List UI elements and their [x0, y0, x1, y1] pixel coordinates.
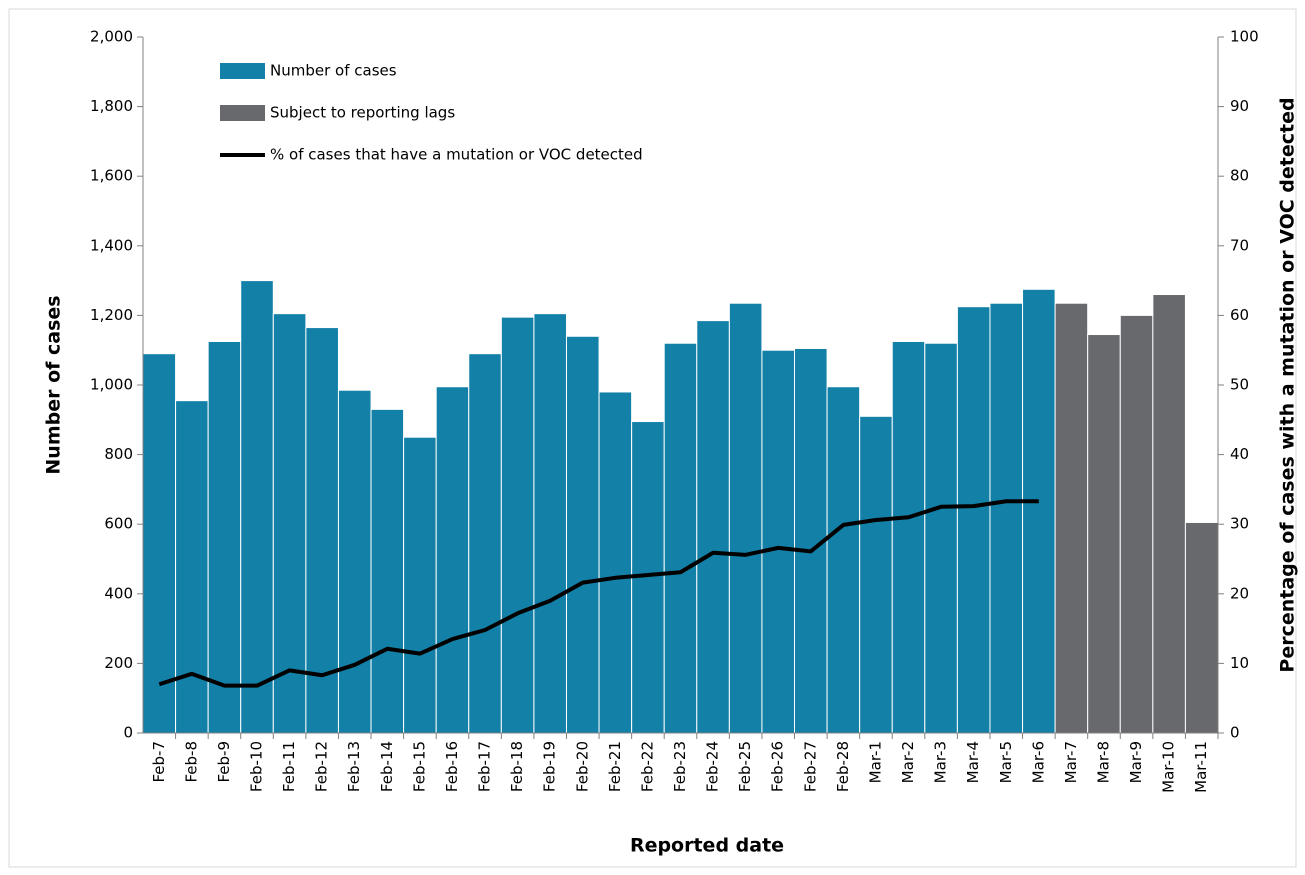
x-tick-label: Feb-28: [834, 741, 852, 792]
bar: [370, 408, 405, 734]
y-tick-label: 0: [123, 724, 133, 742]
x-axis-title: Reported date: [630, 835, 784, 857]
bar: [403, 436, 437, 734]
bar: [891, 341, 926, 734]
x-tick-label: Feb-21: [606, 741, 624, 792]
legend-label: Number of cases: [270, 62, 397, 80]
bar: [468, 353, 502, 734]
x-tick-label: Feb-8: [182, 741, 200, 783]
x-tick-label: Mar-3: [932, 741, 950, 783]
x-tick-label: Feb-13: [345, 741, 363, 792]
bar: [142, 353, 177, 734]
bar: [1054, 302, 1089, 734]
x-tick-label: Feb-24: [704, 741, 722, 792]
y2-tick-label: 90: [1230, 97, 1249, 115]
x-tick-label: Mar-5: [997, 741, 1015, 783]
bar: [826, 386, 861, 734]
y-tick-label: 1,800: [90, 97, 133, 115]
y2-tick-label: 10: [1230, 654, 1249, 672]
y-tick-label: 200: [104, 654, 133, 672]
x-tick-label: Mar-2: [899, 741, 917, 783]
bar: [533, 313, 567, 734]
y-tick-label: 400: [104, 584, 133, 602]
x-tick-label: Mar-6: [1029, 741, 1047, 783]
x-tick-label: Mar-7: [1062, 741, 1080, 783]
x-tick-label: Mar-11: [1192, 741, 1210, 793]
x-tick-label: Feb-26: [769, 741, 787, 792]
bar: [175, 400, 209, 734]
x-tick-label: Feb-25: [736, 741, 754, 792]
bar: [435, 386, 470, 734]
y2-tick-label: 60: [1230, 306, 1249, 324]
bar: [272, 313, 307, 734]
bar: [598, 391, 633, 734]
y2-tick-label: 30: [1230, 515, 1249, 533]
bar: [859, 415, 893, 734]
x-tick-label: Feb-17: [476, 741, 494, 792]
x-tick-label: Feb-23: [671, 741, 689, 792]
y2-tick-label: 50: [1230, 376, 1249, 394]
bar: [207, 341, 242, 734]
x-tick-label: Feb-19: [541, 741, 559, 792]
x-tick-label: Feb-22: [638, 741, 656, 792]
y2-tick-label: 20: [1230, 584, 1249, 602]
bar: [500, 316, 535, 734]
x-tick-label: Feb-12: [313, 741, 331, 792]
bar: [663, 342, 698, 734]
x-tick-label: Mar-9: [1127, 741, 1145, 783]
y2-tick-label: 100: [1230, 28, 1259, 46]
bar: [1022, 288, 1056, 734]
legend-swatch: [220, 63, 265, 79]
y2-tick-label: 40: [1230, 445, 1249, 463]
x-tick-label: Feb-10: [248, 741, 266, 792]
y-tick-label: 1,200: [90, 306, 133, 324]
y2-tick-label: 0: [1230, 724, 1240, 742]
y-tick-label: 1,000: [90, 376, 133, 394]
x-tick-label: Feb-20: [573, 741, 591, 792]
x-tick-label: Feb-18: [508, 741, 526, 792]
bar: [1119, 314, 1154, 734]
bar: [1152, 294, 1186, 734]
bar: [1087, 334, 1121, 734]
x-tick-label: Mar-10: [1160, 741, 1178, 793]
legend-swatch: [220, 105, 265, 121]
x-tick-label: Feb-11: [280, 741, 298, 792]
x-tick-label: Feb-9: [215, 741, 233, 783]
y2-tick-label: 80: [1230, 167, 1249, 185]
legend-background: [178, 52, 728, 174]
legend-label: Subject to reporting lags: [270, 104, 455, 122]
y2-tick-label: 70: [1230, 236, 1249, 254]
bar: [924, 342, 958, 734]
x-tick-label: Feb-7: [150, 741, 168, 783]
line: [158, 499, 1039, 688]
x-tick-label: Feb-14: [378, 741, 396, 792]
x-tick-label: Feb-15: [410, 741, 428, 792]
bar: [728, 302, 763, 734]
y-tick-label: 2,000: [90, 28, 133, 46]
bar: [696, 320, 730, 734]
x-tick-label: Feb-16: [443, 741, 461, 792]
x-tick-label: Feb-27: [801, 741, 819, 792]
y2-axis-title: Percentage of cases with a mutation or V…: [1277, 97, 1299, 672]
y-tick-label: 1,400: [90, 236, 133, 254]
bar: [565, 335, 600, 734]
bar: [240, 280, 274, 734]
y-tick-label: 1,600: [90, 167, 133, 185]
legend-label: % of cases that have a mutation or VOC d…: [270, 146, 643, 164]
y-axis-title: Number of cases: [43, 295, 65, 474]
y-tick-label: 800: [104, 445, 133, 463]
bar: [956, 306, 991, 734]
bar: [761, 349, 796, 734]
y-tick-label: 600: [104, 515, 133, 533]
bar: [989, 302, 1024, 734]
x-tick-label: Mar-4: [964, 741, 982, 783]
bar: [337, 389, 372, 734]
bar: [305, 327, 339, 734]
bar: [1184, 521, 1219, 734]
x-tick-label: Mar-1: [866, 741, 884, 783]
x-tick-label: Mar-8: [1094, 741, 1112, 783]
